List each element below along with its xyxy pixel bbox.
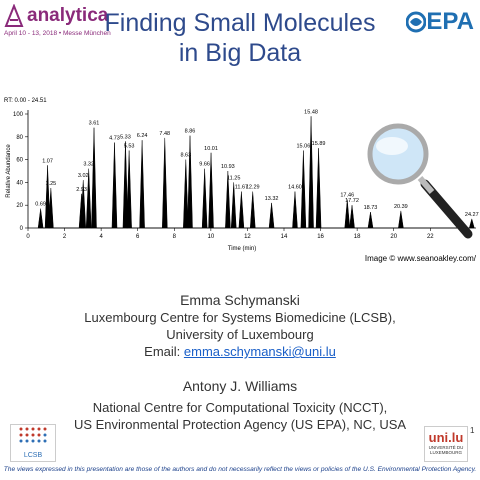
y-tick-label: 20 xyxy=(16,203,23,209)
brand-name: analytica xyxy=(27,5,109,26)
x-tick-label: 18 xyxy=(354,234,361,240)
affiliation: Luxembourg Centre for Systems Biomedicin… xyxy=(84,310,396,325)
lcsb-text: LCSB xyxy=(23,452,43,459)
x-tick-label: 22 xyxy=(427,234,434,240)
y-tick-label: 60 xyxy=(16,158,23,164)
brand-icon xyxy=(4,4,24,27)
peak-label: 9.66 xyxy=(199,162,210,168)
lcsb-dots xyxy=(19,427,47,443)
peak-label: 14.60 xyxy=(288,185,302,191)
magnifier-neck xyxy=(417,176,435,194)
peak-label: 15.48 xyxy=(304,109,318,115)
peak-label: 5.33 xyxy=(120,134,131,140)
x-tick-label: 6 xyxy=(136,234,140,240)
author-name: Emma Schymanski xyxy=(180,292,300,308)
x-tick-label: 20 xyxy=(390,234,397,240)
x-tick-label: 10 xyxy=(208,234,215,240)
peak-label: 7.48 xyxy=(159,131,170,137)
epa-logo: EPA xyxy=(406,8,474,36)
epa-icon xyxy=(406,11,427,33)
title-line: Finding Small Molecules xyxy=(104,9,376,37)
peak-label: 17.72 xyxy=(345,198,359,204)
peak-label: 2.93 xyxy=(76,187,87,193)
peak-label: 11.25 xyxy=(227,175,240,181)
x-tick-label: 14 xyxy=(281,234,288,240)
disclaimer: The views expressed in this presentation… xyxy=(0,466,480,480)
peak-label: 0.69 xyxy=(35,202,46,208)
x-axis-label: Time (min) xyxy=(228,246,256,252)
peak-label: 20.39 xyxy=(394,204,408,210)
x-tick-label: 8 xyxy=(173,234,177,240)
agency: EPA xyxy=(426,8,474,35)
chromatogram: RT: 0.00 - 24.51 Relative Abundance Time (… xyxy=(4,98,479,252)
x-tick-label: 0 xyxy=(26,234,30,240)
peak-label: 4.73 xyxy=(109,136,120,142)
magnifier xyxy=(367,123,473,239)
title: Finding Small Molecules in Big Data xyxy=(0,8,480,68)
affiliation: US Environmental Protection Agency (US E… xyxy=(73,417,407,432)
email-link[interactable]: emma.schymanski@uni.lu xyxy=(183,344,336,359)
author-block: Antony J. Williams National Centre for C… xyxy=(0,378,480,433)
brand-logo: analytica April 10 - 13, 2018 • Messe Mü… xyxy=(4,4,111,37)
x-tick-label: 4 xyxy=(99,234,103,240)
y-tick-label: 0 xyxy=(20,226,24,232)
magnifier-handle xyxy=(420,179,473,239)
magnifier-shine xyxy=(376,137,408,155)
uni-logo: uni.lu UNIVERSITÉ DU LUXEMBOURG xyxy=(424,426,468,462)
peak-label: 13.32 xyxy=(265,196,279,202)
peak-label: 3.61 xyxy=(89,121,100,127)
email-line: Email: emma.schymanski@uni.lu xyxy=(0,343,480,360)
image-credit: Image © www.seanoakley.com/ xyxy=(364,254,476,263)
peak-label: 6.24 xyxy=(137,133,148,139)
y-tick-label: 100 xyxy=(13,112,24,118)
title-line: in Big Data xyxy=(178,39,302,67)
peak-label: 1.07 xyxy=(42,158,53,164)
uni-text: UNIVERSITÉ DU LUXEMBOURG xyxy=(428,445,464,455)
y-tick-label: 80 xyxy=(16,135,23,141)
peak-label: 15.89 xyxy=(312,141,326,147)
peak-label: 17.46 xyxy=(340,193,354,199)
affiliation: University of Luxembourg xyxy=(166,327,314,342)
lcsb-logo: LCSB xyxy=(10,424,56,462)
x-tick-label: 12 xyxy=(244,234,251,240)
peak-label: 18.73 xyxy=(364,205,378,211)
y-axis-label: Relative Abundance xyxy=(6,144,12,198)
peak-label: 8.86 xyxy=(185,129,196,135)
author-block: Emma Schymanski Luxembourg Centre for Sy… xyxy=(0,292,480,360)
y-tick-label: 40 xyxy=(16,180,23,186)
peak-label: 12.29 xyxy=(246,185,260,191)
peak-label: 10.01 xyxy=(204,146,218,152)
peak-label: 10.93 xyxy=(221,164,235,170)
x-tick-label: 2 xyxy=(63,234,67,240)
range-label: RT: 0.00 - 24.51 xyxy=(4,98,47,104)
peak-label: 24.27 xyxy=(465,212,479,218)
uni-mark: uni.lu xyxy=(428,430,464,445)
trace xyxy=(37,116,475,229)
event-date: April 10 - 13, 2018 • Messe München xyxy=(4,30,111,37)
x-tick-label: 16 xyxy=(317,234,324,240)
peak-label: 15.06 xyxy=(297,143,311,149)
page-number: 1 xyxy=(470,426,475,435)
author-name: Antony J. Williams xyxy=(182,378,298,394)
peak-label: 3.02 xyxy=(78,173,89,179)
email-prefix: Email: xyxy=(144,344,184,359)
peak-label: 3.32 xyxy=(83,162,94,168)
affiliation: National Centre for Computational Toxici… xyxy=(92,400,388,415)
peak-label: 5.53 xyxy=(124,143,135,149)
peak-label: 11.67 xyxy=(235,185,248,191)
peak-label: 8.63 xyxy=(180,153,191,159)
peak-label: 1.25 xyxy=(45,181,56,187)
